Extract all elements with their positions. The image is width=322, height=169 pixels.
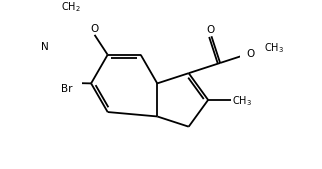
Text: CH$_2$: CH$_2$ <box>61 0 81 14</box>
Text: CH$_3$: CH$_3$ <box>232 94 252 108</box>
Text: N: N <box>41 42 48 52</box>
Text: O: O <box>90 24 99 34</box>
Text: CH$_3$: CH$_3$ <box>264 42 284 55</box>
Text: O: O <box>246 49 255 59</box>
Text: Br: Br <box>61 84 72 94</box>
Text: O: O <box>207 26 215 35</box>
